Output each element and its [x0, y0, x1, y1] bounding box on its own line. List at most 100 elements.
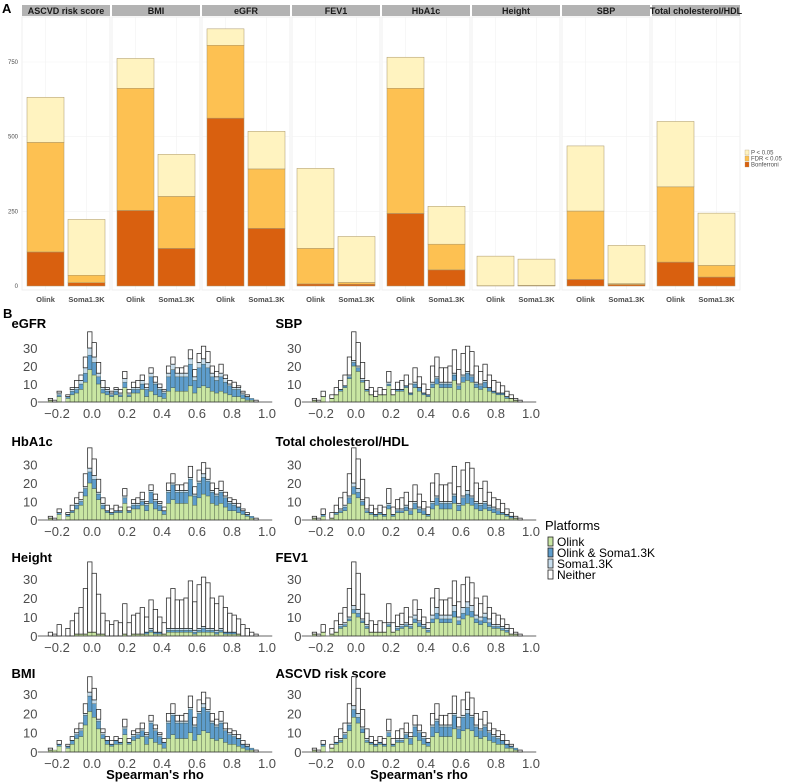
histogram-bar-neither: [399, 728, 405, 739]
histogram-bar-soma: [201, 473, 206, 478]
histogram-bar-both: [56, 394, 62, 397]
histogram-bar-neither: [152, 609, 159, 633]
histogram-bar-neither: [157, 616, 163, 633]
x-tick-label: 0.6: [188, 640, 206, 655]
histogram-bar-both: [504, 630, 510, 633]
histogram-bar-neither: [65, 628, 71, 637]
histogram-title: SBP: [276, 316, 303, 331]
histogram-bar-olink: [342, 510, 348, 521]
histogram-bar-olink: [425, 516, 431, 521]
panel-b-label: B: [3, 306, 12, 321]
histogram-bar-neither: [482, 711, 488, 726]
histogram-bar-neither: [412, 714, 418, 726]
histogram-bar-olink: [417, 390, 422, 403]
histogram-bar-neither: [394, 499, 401, 510]
histogram-bar-neither: [122, 718, 128, 728]
histogram-bar-neither: [412, 484, 418, 502]
histogram-bar-neither: [373, 508, 379, 515]
histogram-bar-olink: [403, 510, 409, 521]
histogram-bar-neither: [386, 370, 392, 383]
histogram-bar-neither: [491, 379, 497, 392]
histogram-bar-olink: [231, 396, 237, 403]
y-tick-label: 20: [23, 359, 37, 374]
histogram-bar-neither: [117, 388, 124, 394]
x-tick-label: 0.4: [153, 640, 171, 655]
histogram-bar-both: [209, 630, 215, 633]
histogram-bar-neither: [126, 388, 132, 394]
histogram-bar-neither: [117, 738, 124, 743]
histogram-bar-neither: [91, 458, 97, 477]
histogram-bar-olink: [153, 742, 158, 753]
histogram-bar-both: [166, 630, 171, 633]
histogram-bar-both: [399, 740, 405, 743]
histogram-bar-neither: [209, 482, 215, 491]
histogram-bar-olink: [368, 514, 374, 521]
histogram-bar-neither: [139, 491, 145, 501]
histogram-bar-both: [408, 626, 414, 629]
x-tick-label: 0.0: [83, 406, 101, 421]
histogram-bar-olink: [135, 392, 141, 403]
histogram-bar-both: [355, 612, 361, 618]
histogram-bar-neither: [135, 612, 141, 635]
histogram-bar-olink: [148, 390, 154, 403]
histogram-bar-olink: [434, 504, 440, 521]
histogram-bar-olink: [473, 387, 479, 403]
histogram-bar-neither: [425, 388, 431, 396]
y-tick-label: 30: [287, 572, 301, 587]
histogram-bar-neither: [183, 597, 189, 629]
histogram-bar-both: [236, 506, 241, 513]
histogram-bar-neither: [486, 374, 493, 389]
histogram-bar-neither: [157, 501, 163, 504]
legend-swatch-fdr: [744, 155, 750, 162]
histogram-bar-olink: [144, 744, 150, 753]
histogram-bar-neither: [205, 351, 211, 363]
histogram-bar-olink: [412, 387, 418, 403]
x-tick-label: 0.6: [188, 524, 206, 539]
bar-segment-bonf: [656, 261, 695, 287]
histogram-bar-both: [478, 620, 484, 625]
histogram-bar-both: [443, 503, 449, 510]
x-tick-label: 0.6: [452, 524, 470, 539]
histogram-bar-both: [179, 630, 185, 633]
histogram-bar-olink: [205, 495, 211, 521]
histogram-bar-neither: [161, 506, 167, 512]
histogram-bar-soma: [452, 605, 457, 612]
histogram-bar-olink: [408, 628, 414, 637]
histogram-bar-olink: [188, 495, 193, 521]
histogram-bar-olink: [338, 628, 344, 637]
histogram-sbp: SBP 0 10 20 30 −0.2 0.0 0.2 0.4 0.6 0.8 1.0: [276, 316, 541, 421]
histogram-bar-neither: [135, 497, 141, 504]
histogram-bar-both: [188, 630, 193, 633]
histogram-bar-soma: [96, 372, 101, 378]
histogram-bar-both: [249, 398, 255, 401]
histogram-bar-neither: [222, 374, 229, 379]
histogram-bar-both: [460, 376, 466, 383]
histogram-bar-olink: [482, 387, 488, 403]
histogram-bar-both: [74, 734, 80, 739]
bar-segment-p: [296, 168, 335, 249]
histogram-bar-neither: [408, 732, 414, 737]
histogram-bar-neither: [364, 728, 370, 739]
histogram-bar-soma: [122, 378, 128, 383]
histogram-bar-neither: [165, 482, 172, 491]
histogram-bar-neither: [373, 740, 379, 745]
histogram-bar-olink: [166, 738, 171, 753]
histogram-bar-neither: [438, 484, 444, 502]
y-tick-label: 30: [23, 341, 37, 356]
x-tick-label: 0.4: [153, 756, 171, 771]
histogram-bar-olink: [465, 380, 470, 403]
bar-segment-p: [427, 206, 466, 245]
histogram-bar-neither: [244, 743, 250, 747]
histogram-bar-olink: [104, 394, 110, 403]
histogram-bar-olink: [100, 738, 106, 753]
histogram-bar-both: [338, 740, 344, 743]
histogram-bar-olink: [382, 394, 387, 403]
histogram-bar-olink: [395, 512, 400, 521]
histogram-bar-neither: [421, 732, 427, 737]
histogram-bar-neither: [451, 349, 458, 374]
histogram-bar-both: [386, 732, 392, 737]
histogram-bar-both: [201, 707, 206, 732]
y-tick-label: 30: [287, 458, 301, 473]
histogram-bar-soma: [201, 703, 206, 708]
histogram-bar-olink: [469, 504, 475, 521]
